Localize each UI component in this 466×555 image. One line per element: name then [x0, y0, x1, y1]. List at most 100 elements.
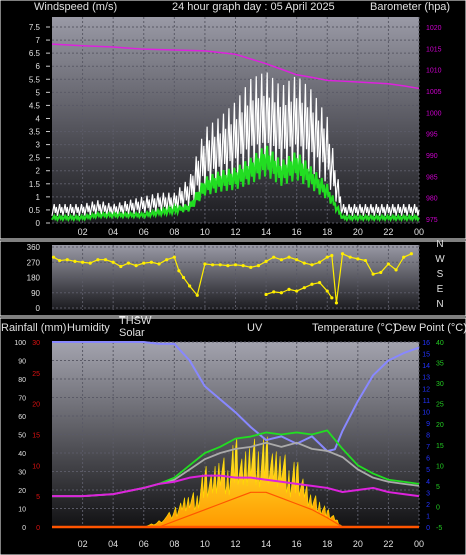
humidity-tick-label: 70 [18, 396, 26, 403]
windspeed-tick-label: 2 [36, 167, 41, 176]
windspeed-tick-label: 1 [36, 193, 41, 202]
windspeed-tick-label: 7 [36, 36, 41, 45]
barometer-axis-title: Barometer (hpa) [370, 1, 450, 13]
barometer-tick-label: 975 [426, 217, 438, 224]
direction-tick-label: 360 [27, 243, 41, 252]
humidity-tick-label: 90 [18, 359, 26, 366]
windspeed-tick-label: 0 [36, 219, 41, 228]
uv-tick-label: 13 [422, 375, 430, 382]
uv-tick-label: 3 [426, 490, 430, 497]
uv-axis-title: UV [247, 322, 263, 334]
x-tick-label: 18 [322, 539, 332, 549]
temperature-tick-label: 10 [436, 463, 444, 470]
compass-label: N [436, 299, 443, 310]
x-tick-label: 22 [383, 539, 393, 549]
windspeed-tick-label: 3.5 [29, 128, 41, 137]
rainfall-axis-title: Rainfall (mm) [1, 322, 66, 334]
rainfall-tick-label: 15 [32, 433, 40, 440]
compass-label: S [437, 269, 444, 280]
compass-label: N [436, 239, 443, 250]
windspeed-tick-label: 5 [36, 88, 41, 97]
graph-title: 24 hour graph day : 05 April 2025 [172, 1, 335, 13]
x-tick-label: 08 [169, 539, 179, 549]
x-tick-label: 00 [414, 539, 424, 549]
uv-tick-label: 16 [422, 340, 430, 347]
humidity-tick-label: 0 [22, 525, 26, 532]
humidity-axis-title: Humidity [67, 322, 110, 334]
uv-tick-label: 8 [426, 433, 430, 440]
rainfall-tick-label: 10 [32, 463, 40, 470]
uv-tick-label: 12 [422, 386, 430, 393]
humidity-tick-label: 60 [18, 414, 26, 421]
rainfall-tick-label: 5 [36, 494, 40, 501]
windspeed-tick-label: 1.5 [29, 180, 41, 189]
humidity-tick-label: 100 [14, 340, 26, 347]
uv-tick-label: 15 [422, 352, 430, 359]
x-tick-label: 20 [353, 539, 363, 549]
temperature-tick-label: 35 [436, 361, 444, 368]
humidity-tick-label: 40 [18, 451, 26, 458]
wind-direction-trace [265, 281, 333, 299]
windspeed-tick-label: 6 [36, 62, 41, 71]
x-tick-label: 08 [169, 227, 179, 237]
wind-plot-area [52, 17, 419, 223]
temperature-tick-label: 15 [436, 443, 444, 450]
axis-tick-labels: 0202040406060808101012121414161618182020… [14, 23, 445, 549]
humidity-tick-label: 10 [18, 507, 26, 514]
uv-tick-label: 9 [426, 421, 430, 428]
dewpoint-axis-title: Dew Point (°C) [394, 322, 466, 334]
x-tick-label: 12 [230, 227, 240, 237]
uv-tick-label: 4 [426, 479, 430, 486]
x-tick-label: 22 [383, 227, 393, 237]
barometer-tick-label: 985 [426, 174, 438, 181]
x-tick-label: 16 [292, 227, 302, 237]
x-tick-label: 02 [78, 227, 88, 237]
windspeed-tick-label: 5.5 [29, 75, 41, 84]
rainfall-tick-label: 30 [32, 340, 40, 347]
x-tick-label: 06 [139, 227, 149, 237]
windspeed-line [51, 72, 420, 216]
barometer-tick-label: 1010 [426, 68, 442, 75]
x-tick-label: 10 [200, 227, 210, 237]
uv-tick-label: 1 [426, 513, 430, 520]
barometer-tick-label: 1020 [426, 25, 442, 32]
direction-tick-label: 0 [36, 304, 41, 313]
barometer-tick-label: 1000 [426, 110, 442, 117]
data-series [51, 43, 420, 529]
uv-line [158, 491, 343, 528]
humidity-tick-label: 50 [18, 433, 26, 440]
windspeed-axis-title: Windspeed (m/s) [34, 1, 117, 13]
barometer-line [51, 43, 420, 90]
x-tick-label: 16 [292, 539, 302, 549]
barometer-tick-label: 1005 [426, 89, 442, 96]
compass-label: E [437, 284, 444, 295]
solar-area [143, 436, 344, 528]
uv-tick-label: 10 [422, 409, 430, 416]
windspeed-tick-label: 7.5 [29, 23, 41, 32]
x-tick-label: 12 [230, 539, 240, 549]
x-tick-label: 18 [322, 227, 332, 237]
direction-tick-label: 270 [27, 258, 41, 267]
x-tick-label: 20 [353, 227, 363, 237]
solar-label: Solar [119, 327, 145, 339]
temperature-tick-label: -5 [436, 525, 442, 532]
barometer-tick-label: 1015 [426, 46, 442, 53]
x-tick-label: 04 [108, 539, 118, 549]
direction-tick-label: 180 [27, 274, 41, 283]
x-tick-label: 14 [261, 227, 271, 237]
thsw-label: THSW [119, 315, 152, 327]
windspeed-tick-label: 4 [36, 114, 41, 123]
windspeed-tick-label: 2.5 [29, 154, 41, 163]
temperature-axis-title: Temperature (°C) [312, 322, 396, 334]
x-tick-label: 14 [261, 539, 271, 549]
uv-tick-label: 0 [426, 525, 430, 532]
uv-tick-label: 5 [426, 467, 430, 474]
humidity-line [52, 341, 420, 453]
temperature-tick-label: 40 [436, 340, 444, 347]
dewpoint-line [52, 474, 420, 498]
windspeed-tick-label: 4.5 [29, 101, 41, 110]
temperature-tick-label: 0 [436, 504, 440, 511]
uv-tick-label: 11 [423, 398, 430, 405]
barometer-tick-label: 995 [426, 132, 438, 139]
